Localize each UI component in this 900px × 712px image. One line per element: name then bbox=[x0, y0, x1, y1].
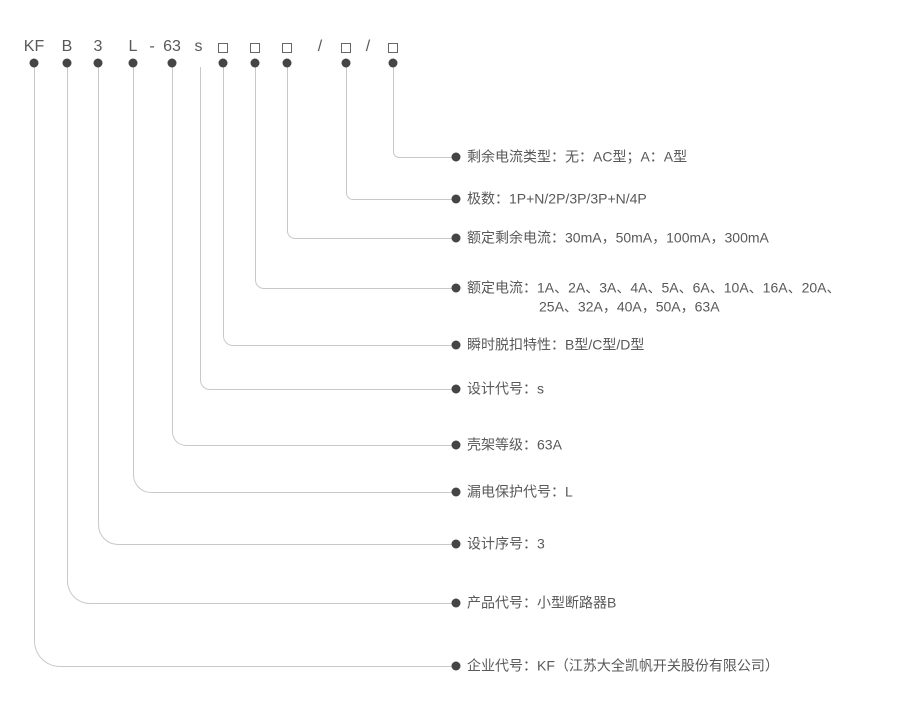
connector-line bbox=[346, 67, 452, 200]
label-bullet bbox=[451, 539, 461, 548]
model-code-segment-s: s bbox=[194, 38, 203, 55]
model-code-segment-63: 63 bbox=[163, 38, 181, 55]
label-text: 产品代号：小型断路器B bbox=[467, 594, 617, 610]
connector-line bbox=[255, 67, 452, 289]
model-code-segment-L: L bbox=[128, 38, 138, 55]
connector-line bbox=[67, 67, 452, 604]
model-code-box bbox=[218, 43, 228, 53]
label-bullet bbox=[451, 340, 461, 350]
label-text: 壳架等级：63A bbox=[467, 436, 562, 453]
label-text: 额定剩余电流：30mA，50mA，100mA，300mA bbox=[467, 229, 769, 245]
label-text: 瞬时脱扣特性：B型/C型/D型 bbox=[467, 336, 645, 353]
connector-dot bbox=[218, 58, 228, 67]
model-code-separator: / bbox=[365, 38, 371, 55]
connector-line bbox=[287, 67, 452, 239]
label-text: 额定电流：1A、2A、3A、4A、5A、6A、10A、16A、20A、 bbox=[467, 279, 841, 295]
label-text-line2: 25A、32A，40A，50A，63A bbox=[539, 298, 720, 314]
label-bullet bbox=[451, 194, 461, 203]
connector-dot bbox=[29, 58, 39, 67]
label-bullet bbox=[451, 440, 461, 450]
label-bullet bbox=[451, 487, 461, 496]
connector-line bbox=[393, 67, 452, 158]
connector-line bbox=[98, 67, 452, 545]
connector-dot bbox=[282, 58, 292, 67]
model-code-box bbox=[341, 43, 351, 53]
model-code-segment-B: B bbox=[61, 38, 73, 55]
model-code-separator: - bbox=[149, 38, 155, 55]
label-text: 剩余电流类型：无：AC型；A：A型 bbox=[467, 148, 688, 165]
connector-dot bbox=[388, 58, 398, 67]
connector-dot bbox=[341, 58, 351, 67]
label-text: 漏电保护代号：L bbox=[467, 483, 573, 499]
label-bullet bbox=[451, 233, 461, 242]
model-code-separator: / bbox=[317, 38, 323, 55]
label-text: 设计代号：s bbox=[467, 380, 544, 397]
label-text: 极数：1P+N/2P/3P/3P+N/4P bbox=[467, 190, 647, 206]
label-bullet bbox=[451, 283, 461, 292]
connector-dot bbox=[128, 58, 138, 67]
label-bullet bbox=[451, 384, 461, 394]
model-code-box bbox=[388, 43, 398, 53]
model-code-segment-KF: KF bbox=[23, 38, 45, 55]
connector-line bbox=[172, 67, 452, 446]
connector-line bbox=[133, 67, 452, 493]
model-code-box bbox=[250, 43, 260, 53]
connector-dot bbox=[167, 58, 177, 67]
label-text: 设计序号：3 bbox=[467, 535, 545, 551]
connector-dot bbox=[250, 58, 260, 67]
connector-line bbox=[34, 67, 452, 667]
label-bullet bbox=[451, 598, 461, 607]
label-bullet bbox=[451, 152, 461, 162]
model-code-segment-3: 3 bbox=[93, 38, 103, 55]
connector-dot bbox=[93, 58, 103, 67]
model-code-box bbox=[282, 43, 292, 53]
connector-dot bbox=[62, 58, 72, 67]
connector-line bbox=[223, 67, 452, 346]
label-bullet bbox=[451, 661, 461, 670]
connector-line bbox=[200, 67, 452, 390]
label-text: 企业代号：KF（江苏大全凯帆开关股份有限公司） bbox=[467, 657, 779, 673]
